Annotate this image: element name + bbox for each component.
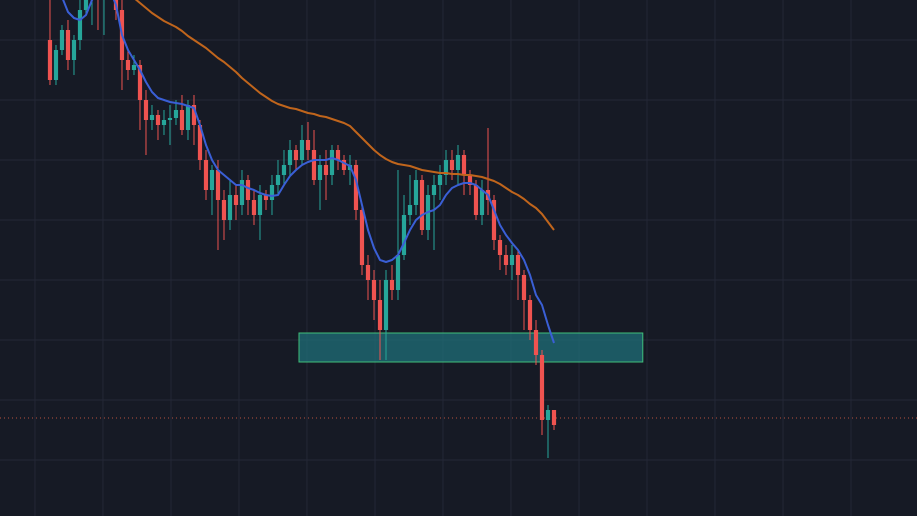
candle-body (389, 280, 395, 290)
candle-body (383, 280, 389, 330)
candle-body (263, 195, 269, 200)
candle-body (437, 175, 443, 185)
candle-body (143, 100, 149, 120)
candle-body (329, 150, 335, 175)
candle-body (251, 200, 257, 215)
candle-body (209, 170, 215, 190)
candle-body (545, 410, 551, 420)
candle-body (467, 175, 473, 185)
candle-body (125, 60, 131, 70)
candle-body (503, 255, 509, 265)
candle-body (71, 40, 77, 60)
candle-body (365, 265, 371, 280)
candle-body (515, 255, 521, 275)
candle-body (161, 120, 167, 125)
candle-body (497, 240, 503, 255)
candle-body (179, 110, 185, 130)
candle-body (377, 300, 383, 330)
candle-body (419, 180, 425, 230)
candle-body (455, 155, 461, 170)
candle-body (461, 155, 467, 175)
candle-body (353, 165, 359, 210)
candle-body (149, 115, 155, 120)
candle-body (197, 125, 203, 160)
candle-body (275, 175, 281, 185)
candle-body (233, 195, 239, 205)
candle-body (479, 190, 485, 215)
candle-body (533, 330, 539, 355)
candle-body (551, 410, 557, 425)
candle-body (443, 160, 449, 175)
candle-body (167, 118, 173, 120)
candle-body (257, 195, 263, 215)
candle-body (371, 280, 377, 300)
candle-body (53, 50, 59, 80)
candle-body (335, 150, 341, 160)
candle-body (305, 140, 311, 150)
candle-body (173, 110, 179, 118)
candle-body (203, 160, 209, 190)
candle-body (245, 180, 251, 200)
candle-body (59, 30, 65, 50)
candle-body (521, 275, 527, 300)
candle-body (299, 140, 305, 160)
candle-body (293, 150, 299, 160)
candle-body (323, 165, 329, 175)
moving-average-line (62, 0, 555, 344)
candle-body (509, 255, 515, 265)
candle-body (449, 160, 455, 170)
candle-body (473, 185, 479, 215)
candle-body (215, 170, 221, 200)
candle-body (221, 200, 227, 220)
candle-body (407, 205, 413, 215)
candle-body (227, 195, 233, 220)
candle-body (527, 300, 533, 330)
candle-body (239, 180, 245, 205)
candle-body (491, 200, 497, 240)
candle-body (395, 255, 401, 290)
candle-body (47, 40, 53, 80)
candle-body (431, 185, 437, 195)
candle-body (401, 215, 407, 255)
candle-body (413, 180, 419, 205)
candle-body (77, 10, 83, 40)
candle-body (311, 150, 317, 180)
candle-body (185, 105, 191, 130)
candle-body (287, 150, 293, 165)
candle-body (341, 160, 347, 170)
candle-body (65, 30, 71, 60)
candle-body (281, 165, 287, 175)
candle-body (539, 355, 545, 420)
candle-body (359, 210, 365, 265)
candle-body (317, 165, 323, 180)
zone (298, 332, 644, 363)
candle-body (83, 0, 89, 10)
candle-body (137, 65, 143, 100)
candle-body (131, 65, 137, 70)
candle-body (191, 105, 197, 125)
candle-body (269, 185, 275, 200)
candle-body (155, 115, 161, 125)
moving-average-line (134, 0, 555, 231)
